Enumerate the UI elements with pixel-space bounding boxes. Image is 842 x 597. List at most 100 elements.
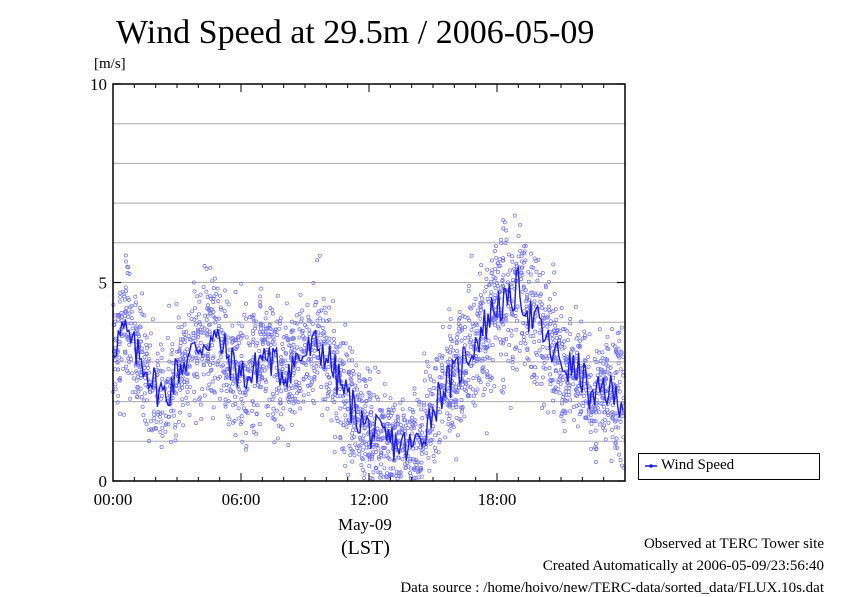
scatter-point [460,313,465,318]
scatter-point [428,377,433,382]
scatter-point [136,332,141,337]
scatter-point [537,330,542,335]
scatter-point [412,468,417,472]
scatter-point [462,414,467,419]
scatter-point [217,316,222,321]
scatter-point [314,300,319,305]
scatter-point [613,425,618,430]
scatter-point [128,396,132,401]
scatter-point [527,298,532,303]
scatter-point [566,389,571,394]
scatter-point [286,443,291,447]
scatter-point [520,331,525,335]
scatter-point [307,328,312,333]
scatter-point [485,373,490,378]
scatter-point [311,281,316,285]
scatter-point [181,423,186,428]
scatter-point [553,390,558,394]
scatter-point [263,389,268,393]
scatter-point [341,341,346,346]
scatter-point [222,309,227,314]
scatter-point [603,437,608,442]
scatter-point [290,386,295,391]
scatter-point [134,300,139,305]
scatter-point [466,284,471,289]
scatter-point [141,413,146,418]
scatter-point [242,312,247,317]
scatter-point [251,337,256,342]
scatter-point [152,412,157,417]
scatter-point [273,327,278,332]
scatter-point [155,351,160,356]
scatter-point [331,337,336,341]
scatter-point [218,354,223,359]
scatter-point [618,367,623,372]
scatter-point [466,384,470,389]
scatter-point [271,394,276,399]
x-tick-label: 00:00 [94,490,133,509]
scatter-point [601,404,606,409]
scatter-point [360,447,365,452]
scatter-point [597,410,602,415]
scatter-point [259,384,264,389]
scatter-point [193,322,198,327]
scatter-point [122,291,127,296]
scatter-point [258,371,262,375]
scatter-point [272,440,277,445]
scatter-point [209,307,214,312]
scatter-point [169,408,174,413]
scatter-point [600,356,605,361]
scatter-point [549,332,554,337]
scatter-point [123,285,128,290]
scatter-point [323,397,328,402]
scatter-point [179,324,184,329]
scatter-point [275,390,279,395]
scatter-point [588,385,592,390]
scatter-point [145,398,149,403]
scatter-point [454,402,458,407]
scatter-point [613,419,618,424]
scatter-point [126,356,131,361]
scatter-point [423,408,428,413]
scatter-point [608,365,613,370]
scatter-point [521,334,526,339]
scatter-point [332,329,337,333]
scatter-point [367,377,372,381]
scatter-point [605,367,610,372]
scatter-point [600,395,605,400]
scatter-point [124,289,128,294]
scatter-point [262,368,267,373]
scatter-point [517,265,521,270]
scatter-point [414,446,419,451]
scatter-point [363,403,368,408]
scatter-point [169,352,174,357]
scatter-point [291,401,296,406]
scatter-point [542,402,546,407]
scatter-point [130,390,135,395]
scatter-point [534,352,539,357]
scatter-point [456,322,461,327]
scatter-point [303,343,308,348]
scatter-point [356,410,361,415]
scatter-point [488,388,493,393]
scatter-point [392,424,397,429]
scatter-point [390,423,395,428]
scatter-point [613,440,618,445]
scatter-point [182,332,187,337]
scatter-point [568,331,573,336]
scatter-point [264,379,269,384]
scatter-point [589,421,594,426]
scatter-point [230,323,235,328]
scatter-point [611,375,616,380]
scatter-point [310,321,315,326]
scatter-point [149,419,153,424]
scatter-point [529,364,534,369]
scatter-point [398,470,403,475]
scatter-point [509,285,514,290]
scatter-point [127,342,132,347]
scatter-point [351,423,356,428]
scatter-point [134,378,139,383]
scatter-point [244,335,249,340]
scatter-point [226,422,231,427]
scatter-point [263,316,268,321]
